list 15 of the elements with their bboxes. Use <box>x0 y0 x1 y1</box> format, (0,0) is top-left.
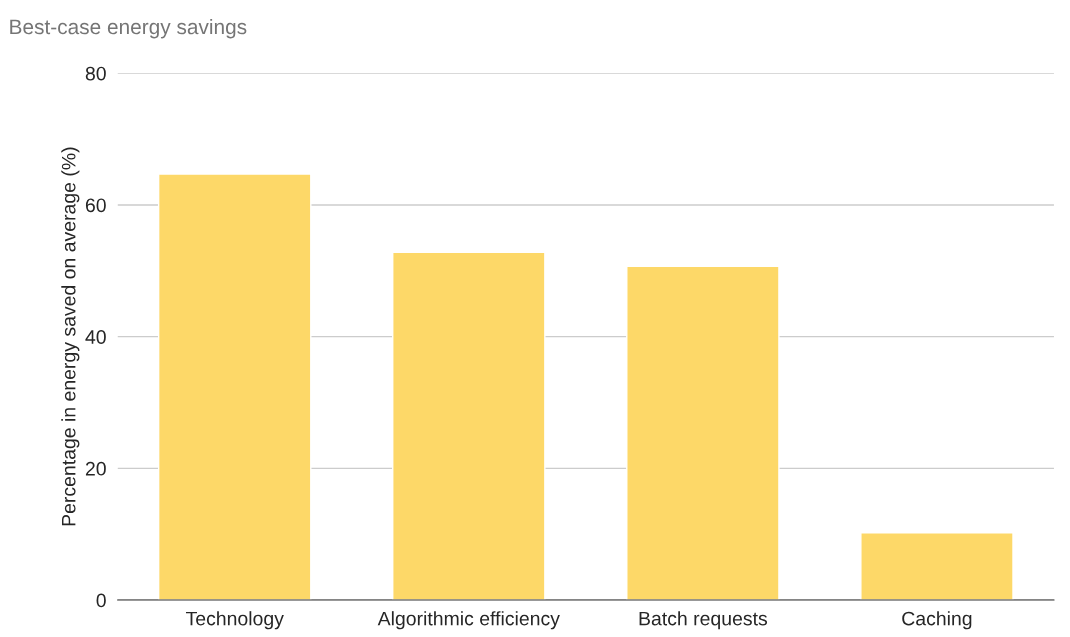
x-tick-label: Batch requests <box>639 611 768 630</box>
x-tick-label: Caching <box>902 611 972 630</box>
x-tick-label: Technology <box>185 611 284 630</box>
chart-title: Best-case energy savings <box>10 18 247 39</box>
y-tick-label: 20 <box>85 461 106 476</box>
bar <box>157 173 312 601</box>
bar <box>392 251 546 601</box>
y-tick-label: 0 <box>96 593 106 608</box>
y-axis-title: Percentage in energy saved on average (%) <box>61 147 80 526</box>
bar <box>860 532 1014 601</box>
y-tick-label: 80 <box>85 66 106 81</box>
y-tick-label: 40 <box>85 330 106 344</box>
bar <box>626 265 780 601</box>
x-tick-label: Algorithmic efficiency <box>377 611 560 630</box>
y-tick-label: 60 <box>85 198 106 213</box>
